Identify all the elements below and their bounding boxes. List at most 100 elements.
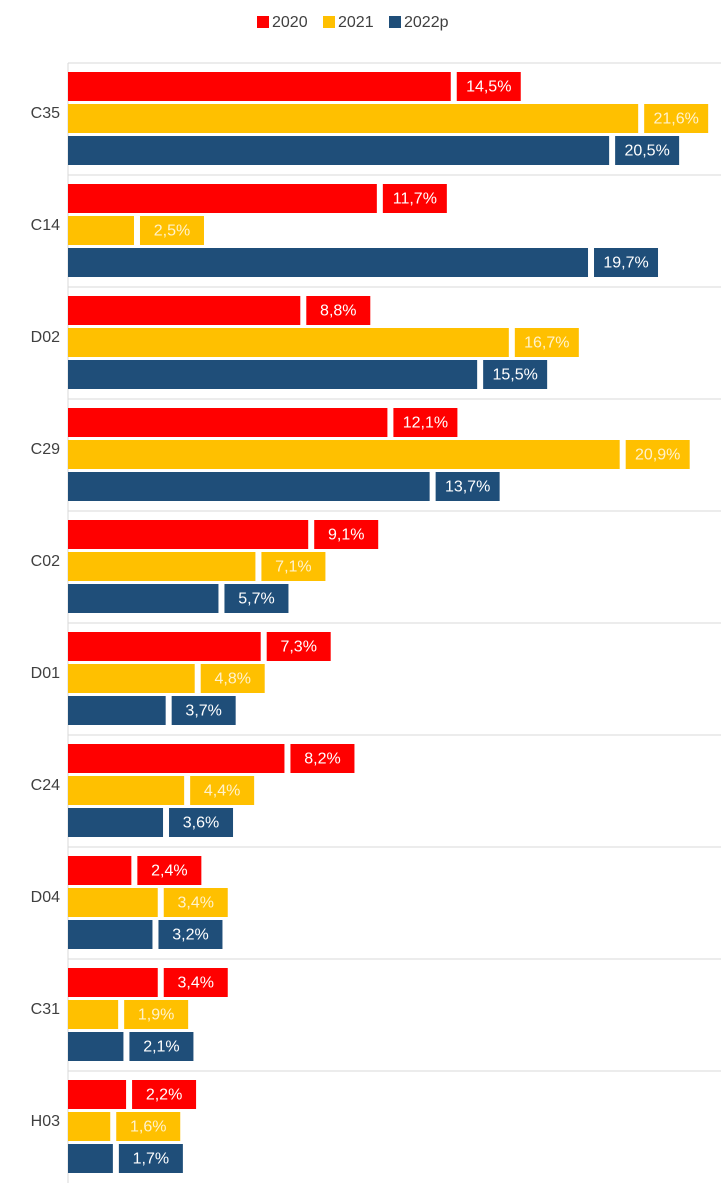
data-label-box: [644, 104, 709, 133]
data-label: 8,2%: [304, 751, 340, 768]
data-label-box: [483, 360, 548, 389]
legend-label: 2022p: [404, 14, 449, 31]
data-label-box: [116, 1112, 181, 1141]
data-label-box: [393, 408, 458, 437]
y-tick-label: H03: [31, 1113, 60, 1130]
bar: [68, 632, 261, 661]
data-label: 5,7%: [238, 591, 274, 608]
y-tick-label: C29: [31, 441, 60, 458]
data-label: 3,7%: [185, 703, 221, 720]
data-label: 20,9%: [635, 447, 680, 464]
data-label: 8,8%: [320, 303, 356, 320]
bar: [68, 552, 256, 581]
bar: [68, 296, 301, 325]
data-label: 11,7%: [393, 191, 437, 208]
data-label: 20,5%: [624, 143, 669, 160]
data-label: 1,9%: [138, 1007, 174, 1024]
bar: [68, 584, 219, 613]
data-label: 14,5%: [466, 79, 511, 96]
data-label: 16,7%: [524, 335, 569, 352]
y-tick-label: D02: [31, 329, 60, 346]
data-label-box: [118, 1144, 183, 1173]
bar: [68, 248, 589, 277]
data-label: 12,1%: [403, 415, 448, 432]
data-label-box: [224, 584, 289, 613]
data-label-box: [290, 744, 355, 773]
bar: [68, 856, 132, 885]
bar: [68, 968, 158, 997]
bar: [68, 472, 430, 501]
data-label: 1,6%: [130, 1119, 166, 1136]
bar: [68, 360, 478, 389]
data-label-box: [137, 856, 202, 885]
data-label-box: [124, 1000, 189, 1029]
data-label-box: [139, 216, 204, 245]
bar: [68, 328, 509, 357]
data-label-box: [163, 968, 228, 997]
data-label-box: [625, 440, 690, 469]
data-label-box: [158, 920, 223, 949]
bar: [68, 440, 620, 469]
data-label-box: [190, 776, 255, 805]
bar: [68, 1032, 124, 1061]
data-label-box: [514, 328, 579, 357]
y-tick-label: C35: [31, 105, 60, 122]
data-label: 3,4%: [178, 895, 214, 912]
data-label-box: [456, 72, 521, 101]
y-tick-label: C14: [31, 217, 60, 234]
y-tick-label: C31: [31, 1001, 60, 1018]
bar: [68, 104, 639, 133]
data-label-box: [261, 552, 326, 581]
data-label: 2,4%: [151, 863, 187, 880]
bar: [68, 184, 377, 213]
data-label: 1,7%: [133, 1151, 169, 1168]
bar: [68, 1144, 113, 1173]
bar: [68, 1080, 127, 1109]
bar: [68, 408, 388, 437]
bar: [68, 696, 166, 725]
legend-label: 2020: [272, 14, 308, 31]
bar: [68, 744, 285, 773]
data-label: 9,1%: [328, 527, 364, 544]
bar: [68, 808, 164, 837]
data-label-box: [163, 888, 228, 917]
data-label-box: [314, 520, 379, 549]
data-label-box: [129, 1032, 194, 1061]
legend-swatch: [257, 16, 269, 28]
data-label-box: [435, 472, 500, 501]
data-label: 2,1%: [143, 1039, 179, 1056]
data-label: 21,6%: [653, 111, 698, 128]
data-label-box: [171, 696, 236, 725]
data-label-box: [266, 632, 331, 661]
bar: [68, 72, 451, 101]
data-label: 3,4%: [178, 975, 214, 992]
data-label-box: [306, 296, 371, 325]
data-label: 19,7%: [603, 255, 648, 272]
y-tick-label: C24: [31, 777, 60, 794]
data-label: 2,5%: [154, 223, 190, 240]
data-label: 7,3%: [280, 639, 316, 656]
data-label: 2,2%: [146, 1087, 182, 1104]
data-label-box: [132, 1080, 197, 1109]
data-label: 3,6%: [183, 815, 219, 832]
data-label-box: [615, 136, 680, 165]
legend-swatch: [323, 16, 335, 28]
data-label: 15,5%: [492, 367, 537, 384]
bar: [68, 216, 134, 245]
bar: [68, 776, 185, 805]
legend-swatch: [389, 16, 401, 28]
bar: [68, 1112, 111, 1141]
data-label: 7,1%: [275, 559, 311, 576]
data-label-box: [200, 664, 265, 693]
bar: [68, 664, 195, 693]
data-label: 13,7%: [445, 479, 490, 496]
bar: [68, 1000, 119, 1029]
y-tick-label: D04: [31, 889, 60, 906]
data-label: 3,2%: [172, 927, 208, 944]
data-label-box: [594, 248, 659, 277]
data-label-box: [169, 808, 234, 837]
bar: [68, 136, 610, 165]
bar: [68, 520, 309, 549]
